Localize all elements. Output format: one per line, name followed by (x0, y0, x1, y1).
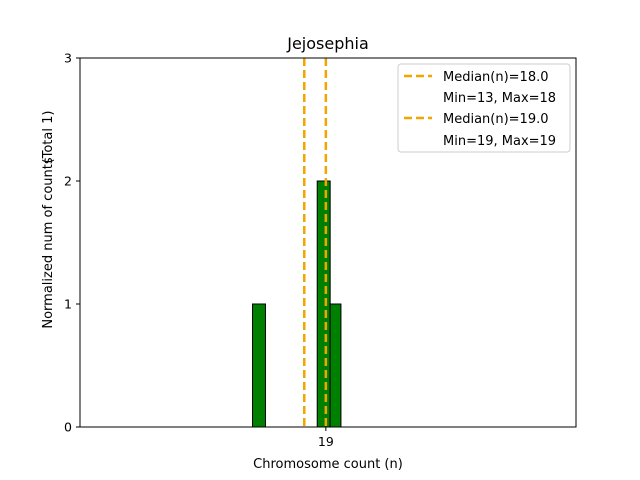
legend-label-median-2: Median(n)=19.0 (443, 112, 549, 127)
chart-title: Jejosephia (286, 34, 369, 53)
y-tick-label-3: 3 (64, 51, 72, 66)
bar-1 (252, 303, 266, 428)
y-axis-label: Normalized num of counts (41, 157, 56, 328)
legend-box (397, 63, 571, 153)
y-axis: 0 1 2 3 (64, 51, 80, 435)
legend-detail-median-2: Min=19, Max=19 (443, 134, 556, 149)
y-tick-label-1: 1 (64, 297, 72, 312)
y-tick-label-0: 0 (64, 420, 72, 435)
axes-border (79, 57, 577, 428)
legend: Median(n)=18.0 Min=13, Max=18 Median(n)=… (397, 63, 571, 153)
x-axis-label: Chromosome count (n) (253, 457, 403, 472)
x-tick-label-19: 19 (318, 434, 334, 449)
median-lines (303, 58, 328, 427)
legend-detail-median-1: Min=13, Max=18 (443, 91, 556, 106)
bar-3 (329, 303, 342, 428)
x-axis: 19 (318, 427, 334, 449)
y-axis-total-label: (Total 1) (41, 111, 56, 164)
y-tick-label-2: 2 (64, 174, 72, 189)
bar-2 (316, 180, 331, 428)
legend-label-median-1: Median(n)=18.0 (443, 70, 549, 85)
